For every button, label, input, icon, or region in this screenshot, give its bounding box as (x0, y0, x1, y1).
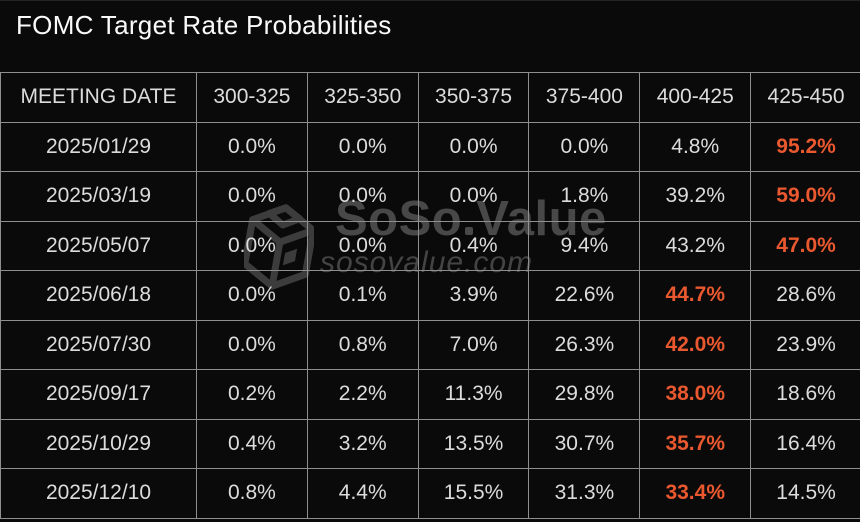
probability-cell-highlighted: 95.2% (750, 121, 860, 172)
table-row: 2025/07/30 0.0% 0.8% 7.0% 26.3% 42.0% 23.9% (0, 319, 860, 370)
column-header-rate-range: 300-325 (196, 72, 308, 123)
table-row: 2025/12/10 0.8% 4.4% 15.5% 31.3% 33.4% 14.5% (0, 468, 860, 519)
column-header-rate-range: 375-400 (528, 72, 641, 123)
table-row: 2025/10/29 0.4% 3.2% 13.5% 30.7% 35.7% 16.4% (0, 418, 860, 469)
probability-cell: 4.8% (639, 121, 752, 172)
meeting-date-cell: 2025/03/19 (0, 171, 197, 222)
probability-cell: 16.4% (750, 418, 860, 469)
column-header-rate-range: 400-425 (639, 72, 752, 123)
probability-cell: 0.0% (306, 171, 419, 222)
probability-cell: 0.0% (306, 121, 419, 172)
probability-cell: 0.0% (196, 171, 308, 222)
probability-cell-highlighted: 38.0% (639, 369, 752, 420)
probabilities-table: MEETING DATE 300-325 325-350 350-375 375-400… (0, 72, 860, 519)
table-row: 2025/05/07 0.0% 0.0% 0.4% 9.4% 43.2% 47.0% (0, 220, 860, 271)
probability-cell: 31.3% (528, 468, 641, 519)
probability-cell: 0.0% (196, 121, 308, 172)
probability-cell: 1.8% (528, 171, 641, 222)
probability-cell: 3.2% (306, 418, 419, 469)
probability-cell: 15.5% (417, 468, 530, 519)
meeting-date-cell: 2025/06/18 (0, 270, 197, 321)
table-header: MEETING DATE 300-325 325-350 350-375 375-400… (0, 72, 860, 123)
probability-cell: 30.7% (528, 418, 641, 469)
probability-cell: 0.0% (196, 319, 308, 370)
probability-cell: 0.0% (196, 270, 308, 321)
probability-cell-highlighted: 35.7% (639, 418, 752, 469)
probability-cell: 43.2% (639, 220, 752, 271)
table-row: 2025/03/19 0.0% 0.0% 0.0% 1.8% 39.2% 59.0% (0, 171, 860, 222)
probability-cell: 4.4% (306, 468, 419, 519)
probability-cell: 9.4% (528, 220, 641, 271)
probability-cell: 3.9% (417, 270, 530, 321)
probability-cell: 23.9% (750, 319, 860, 370)
page-title: FOMC Target Rate Probabilities (16, 10, 392, 40)
probability-cell: 13.5% (417, 418, 530, 469)
table-body: 2025/01/29 0.0% 0.0% 0.0% 0.0% 4.8% 95.2% 2025/… (0, 121, 860, 519)
probability-cell: 7.0% (417, 319, 530, 370)
column-header-meeting-date: MEETING DATE (0, 72, 197, 123)
probability-cell: 0.0% (306, 220, 419, 271)
probability-cell-highlighted: 33.4% (639, 468, 752, 519)
probability-cell-highlighted: 44.7% (639, 270, 752, 321)
meeting-date-cell: 2025/01/29 (0, 121, 197, 172)
meeting-date-cell: 2025/09/17 (0, 369, 197, 420)
probability-cell: 2.2% (306, 369, 419, 420)
meeting-date-cell: 2025/10/29 (0, 418, 197, 469)
meeting-date-cell: 2025/05/07 (0, 220, 197, 271)
probability-cell: 14.5% (750, 468, 860, 519)
probability-cell: 0.2% (196, 369, 308, 420)
probability-cell-highlighted: 47.0% (750, 220, 860, 271)
probability-cell: 0.0% (417, 121, 530, 172)
probability-cell: 22.6% (528, 270, 641, 321)
column-header-rate-range: 425-450 (750, 72, 860, 123)
probability-cell: 0.4% (196, 418, 308, 469)
probability-cell-highlighted: 59.0% (750, 171, 860, 222)
table-row: 2025/01/29 0.0% 0.0% 0.0% 0.0% 4.8% 95.2% (0, 121, 860, 172)
header-row: MEETING DATE 300-325 325-350 350-375 375-400… (0, 72, 860, 123)
probability-cell: 0.0% (417, 171, 530, 222)
probability-cell: 0.8% (306, 319, 419, 370)
meeting-date-cell: 2025/12/10 (0, 468, 197, 519)
probability-cell: 0.0% (196, 220, 308, 271)
probability-cell: 39.2% (639, 171, 752, 222)
probability-cell: 0.8% (196, 468, 308, 519)
probability-cell: 0.1% (306, 270, 419, 321)
probability-cell: 0.0% (528, 121, 641, 172)
probability-cell: 26.3% (528, 319, 641, 370)
meeting-date-cell: 2025/07/30 (0, 319, 197, 370)
table-row: 2025/09/17 0.2% 2.2% 11.3% 29.8% 38.0% 18.6% (0, 369, 860, 420)
probability-cell: 18.6% (750, 369, 860, 420)
probability-cell-highlighted: 42.0% (639, 319, 752, 370)
probability-cell: 29.8% (528, 369, 641, 420)
column-header-rate-range: 325-350 (306, 72, 419, 123)
column-header-rate-range: 350-375 (417, 72, 530, 123)
probability-cell: 28.6% (750, 270, 860, 321)
probability-cell: 0.4% (417, 220, 530, 271)
probability-cell: 11.3% (417, 369, 530, 420)
table-row: 2025/06/18 0.0% 0.1% 3.9% 22.6% 44.7% 28.6% (0, 270, 860, 321)
